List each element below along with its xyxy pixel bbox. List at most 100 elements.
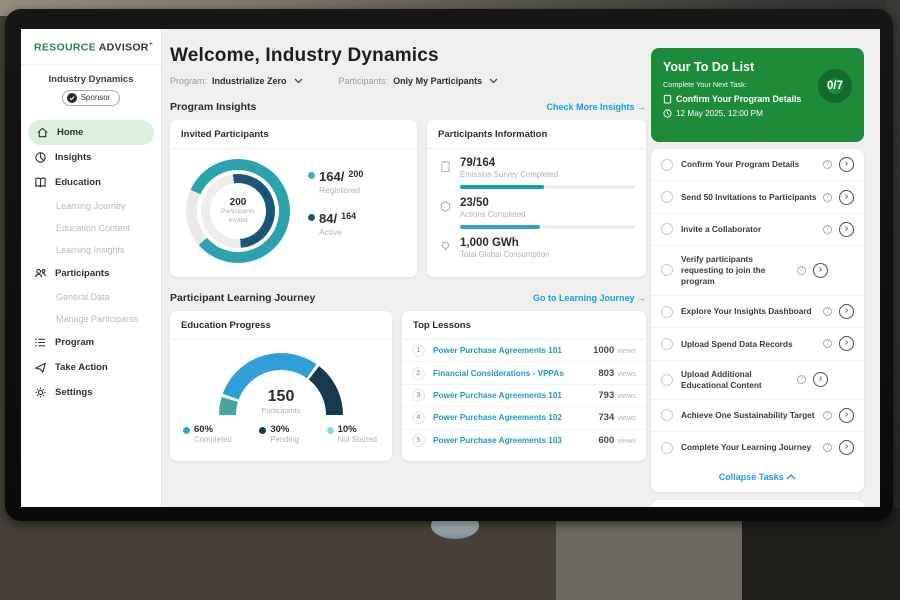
chevron-down-icon <box>489 78 498 84</box>
sidebar-item-label: Settings <box>55 386 93 398</box>
chevron-right-button[interactable]: › <box>839 407 854 423</box>
page-title: Welcome, Industry Dynamics <box>170 45 439 66</box>
org-name: Industry Dynamics <box>48 73 134 85</box>
sidebar-item-education-content[interactable]: Education Content <box>56 222 131 233</box>
todo-title: Your To Do List <box>663 60 755 74</box>
card-title: Top Lessons <box>402 311 646 340</box>
lesson-link[interactable]: Financial Considerations - VPPAs <box>433 368 564 378</box>
sidebar-item-home[interactable]: Home <box>28 119 154 145</box>
task-checkbox[interactable] <box>661 409 673 422</box>
chevron-right-button[interactable]: › <box>839 304 854 320</box>
legend-item-active: 84/ 164 Active <box>308 211 363 237</box>
task-row: Verify participants requesting to join t… <box>651 246 864 296</box>
lesson-row[interactable]: 3 Power Purchase Agreements 101 793 views <box>402 385 646 408</box>
task-checkbox[interactable] <box>661 191 673 204</box>
app-logo: RESOURCE ADVISOR+ <box>21 29 161 65</box>
chevron-right-button[interactable]: › <box>839 157 854 173</box>
emission-survey-row: 79/164 Emission Survey Completed <box>427 149 646 179</box>
todo-progress-ring: 0/7 <box>818 69 852 103</box>
education-progress-gauge-chart: 150 Participants <box>219 353 343 415</box>
go-to-learning-journey-link[interactable]: Go to Learning Journey → <box>532 293 646 303</box>
journey-cards-row: Education Progress 150 Participants 60% C… <box>170 311 654 461</box>
sidebar-item-education[interactable]: Education <box>21 170 161 195</box>
lesson-link[interactable]: Power Purchase Agreements 103 <box>433 436 562 446</box>
sidebar-item-label: Education <box>55 176 101 188</box>
todo-hero-card: Your To Do List Complete Your Next Task:… <box>651 48 864 142</box>
program-value: Industrialize Zero <box>212 76 287 86</box>
sidebar-nav: Home Insights Education Learning Journey… <box>21 119 161 405</box>
org-block: Industry Dynamics Sponsor <box>21 65 161 108</box>
education-progress-card: Education Progress 150 Participants 60% C… <box>170 311 392 461</box>
sidebar-item-settings[interactable]: Settings <box>21 380 161 405</box>
info-icon[interactable]: ? <box>823 224 832 234</box>
chevron-right-button[interactable]: › <box>839 440 854 456</box>
info-icon[interactable]: ? <box>823 192 832 202</box>
task-checkbox[interactable] <box>661 441 673 454</box>
task-checkbox[interactable] <box>661 264 673 277</box>
program-dropdown[interactable]: Program: Industrialize Zero <box>170 76 303 86</box>
collapse-tasks-link[interactable]: Collapse Tasks <box>651 463 864 490</box>
sidebar-item-participants[interactable]: Participants <box>21 261 161 286</box>
lesson-row[interactable]: 4 Power Purchase Agreements 102 734 views <box>402 407 646 430</box>
check-more-insights-link[interactable]: Check More Insights → <box>546 102 646 112</box>
sidebar-item-label: Participants <box>55 267 110 279</box>
lesson-link[interactable]: Power Purchase Agreements 101 <box>433 346 562 356</box>
monitor-bezel: RESOURCE ADVISOR+ Industry Dynamics Spon… <box>5 9 893 521</box>
program-label: Program: <box>170 76 208 86</box>
participants-dropdown[interactable]: Participants: Only My Participants <box>339 76 499 86</box>
sidebar-item-learning-insights[interactable]: Learning Insights <box>56 244 125 255</box>
chevron-right-button[interactable]: › <box>813 262 828 278</box>
lesson-link[interactable]: Power Purchase Agreements 102 <box>433 413 562 423</box>
sidebar-item-take-action[interactable]: Take Action <box>21 355 161 380</box>
survey-icon <box>439 160 452 173</box>
task-label: Explore Your Insights Dashboard <box>681 306 812 317</box>
actions-completed-progressbar <box>460 225 634 229</box>
sidebar-item-manage-participants[interactable]: Manage Participants <box>56 313 139 324</box>
info-icon[interactable]: ? <box>823 443 832 453</box>
sidebar: RESOURCE ADVISOR+ Industry Dynamics Spon… <box>21 29 162 507</box>
chevron-right-button[interactable]: › <box>839 189 854 205</box>
task-label: Verify participants requesting to join t… <box>681 254 766 286</box>
lesson-row[interactable]: 1 Power Purchase Agreements 101 1000 view… <box>402 340 646 363</box>
todo-progress-value: 0/7 <box>827 80 843 92</box>
lesson-link[interactable]: Power Purchase Agreements 101 <box>433 390 562 400</box>
gear-icon <box>34 386 47 399</box>
todo-panel: Your To Do List Complete Your Next Task:… <box>651 29 864 507</box>
info-icon[interactable]: ? <box>797 265 806 275</box>
sidebar-item-general-data[interactable]: General Data <box>56 291 110 302</box>
chevron-right-button[interactable]: › <box>813 372 828 388</box>
legend-item-registered: 164/ 200 Registered <box>308 169 363 195</box>
learning-journey-header: Participant Learning Journey Go to Learn… <box>170 292 646 304</box>
task-checkbox[interactable] <box>661 223 673 236</box>
todo-due-date: 12 May 2025, 12:00 PM <box>676 109 763 118</box>
lesson-row[interactable]: 2 Financial Considerations - VPPAs 803 vi… <box>402 362 646 385</box>
info-icon[interactable]: ? <box>823 307 832 317</box>
sidebar-item-label: Home <box>57 126 84 138</box>
top-lessons-card: Top Lessons 1 Power Purchase Agreements … <box>402 311 646 461</box>
participants-label: Participants: <box>338 76 389 86</box>
info-icon[interactable]: ? <box>823 410 832 420</box>
task-row: Explore Your Insights Dashboard ? › <box>651 296 864 329</box>
rank-badge: 4 <box>412 411 425 425</box>
emission-survey-progressbar <box>460 185 634 189</box>
task-checkbox[interactable] <box>661 373 673 386</box>
info-icon[interactable]: ? <box>797 375 806 385</box>
sponsor-badge[interactable]: Sponsor <box>61 89 121 106</box>
chevron-right-button[interactable]: › <box>839 336 854 352</box>
sidebar-item-insights[interactable]: Insights <box>21 145 161 170</box>
invited-participants-card: Invited Participants 200 Participants In… <box>170 120 417 277</box>
sidebar-item-program[interactable]: Program <box>21 330 161 355</box>
task-checkbox[interactable] <box>661 158 673 171</box>
legend-dot <box>183 427 190 434</box>
task-row: Invite a Collaborator ? › <box>651 214 864 247</box>
sidebar-item-learning-journey[interactable]: Learning Journey <box>56 200 126 211</box>
lesson-row[interactable]: 5 Power Purchase Agreements 103 600 views <box>402 430 646 452</box>
clock-icon <box>663 109 672 118</box>
task-checkbox[interactable] <box>661 305 673 318</box>
task-checkbox[interactable] <box>661 337 673 350</box>
info-icon[interactable]: ? <box>823 160 832 170</box>
chevron-right-button[interactable]: › <box>839 221 854 237</box>
info-icon[interactable]: ? <box>823 339 832 349</box>
actions-icon <box>439 200 452 213</box>
background-wall-mid <box>556 508 742 600</box>
